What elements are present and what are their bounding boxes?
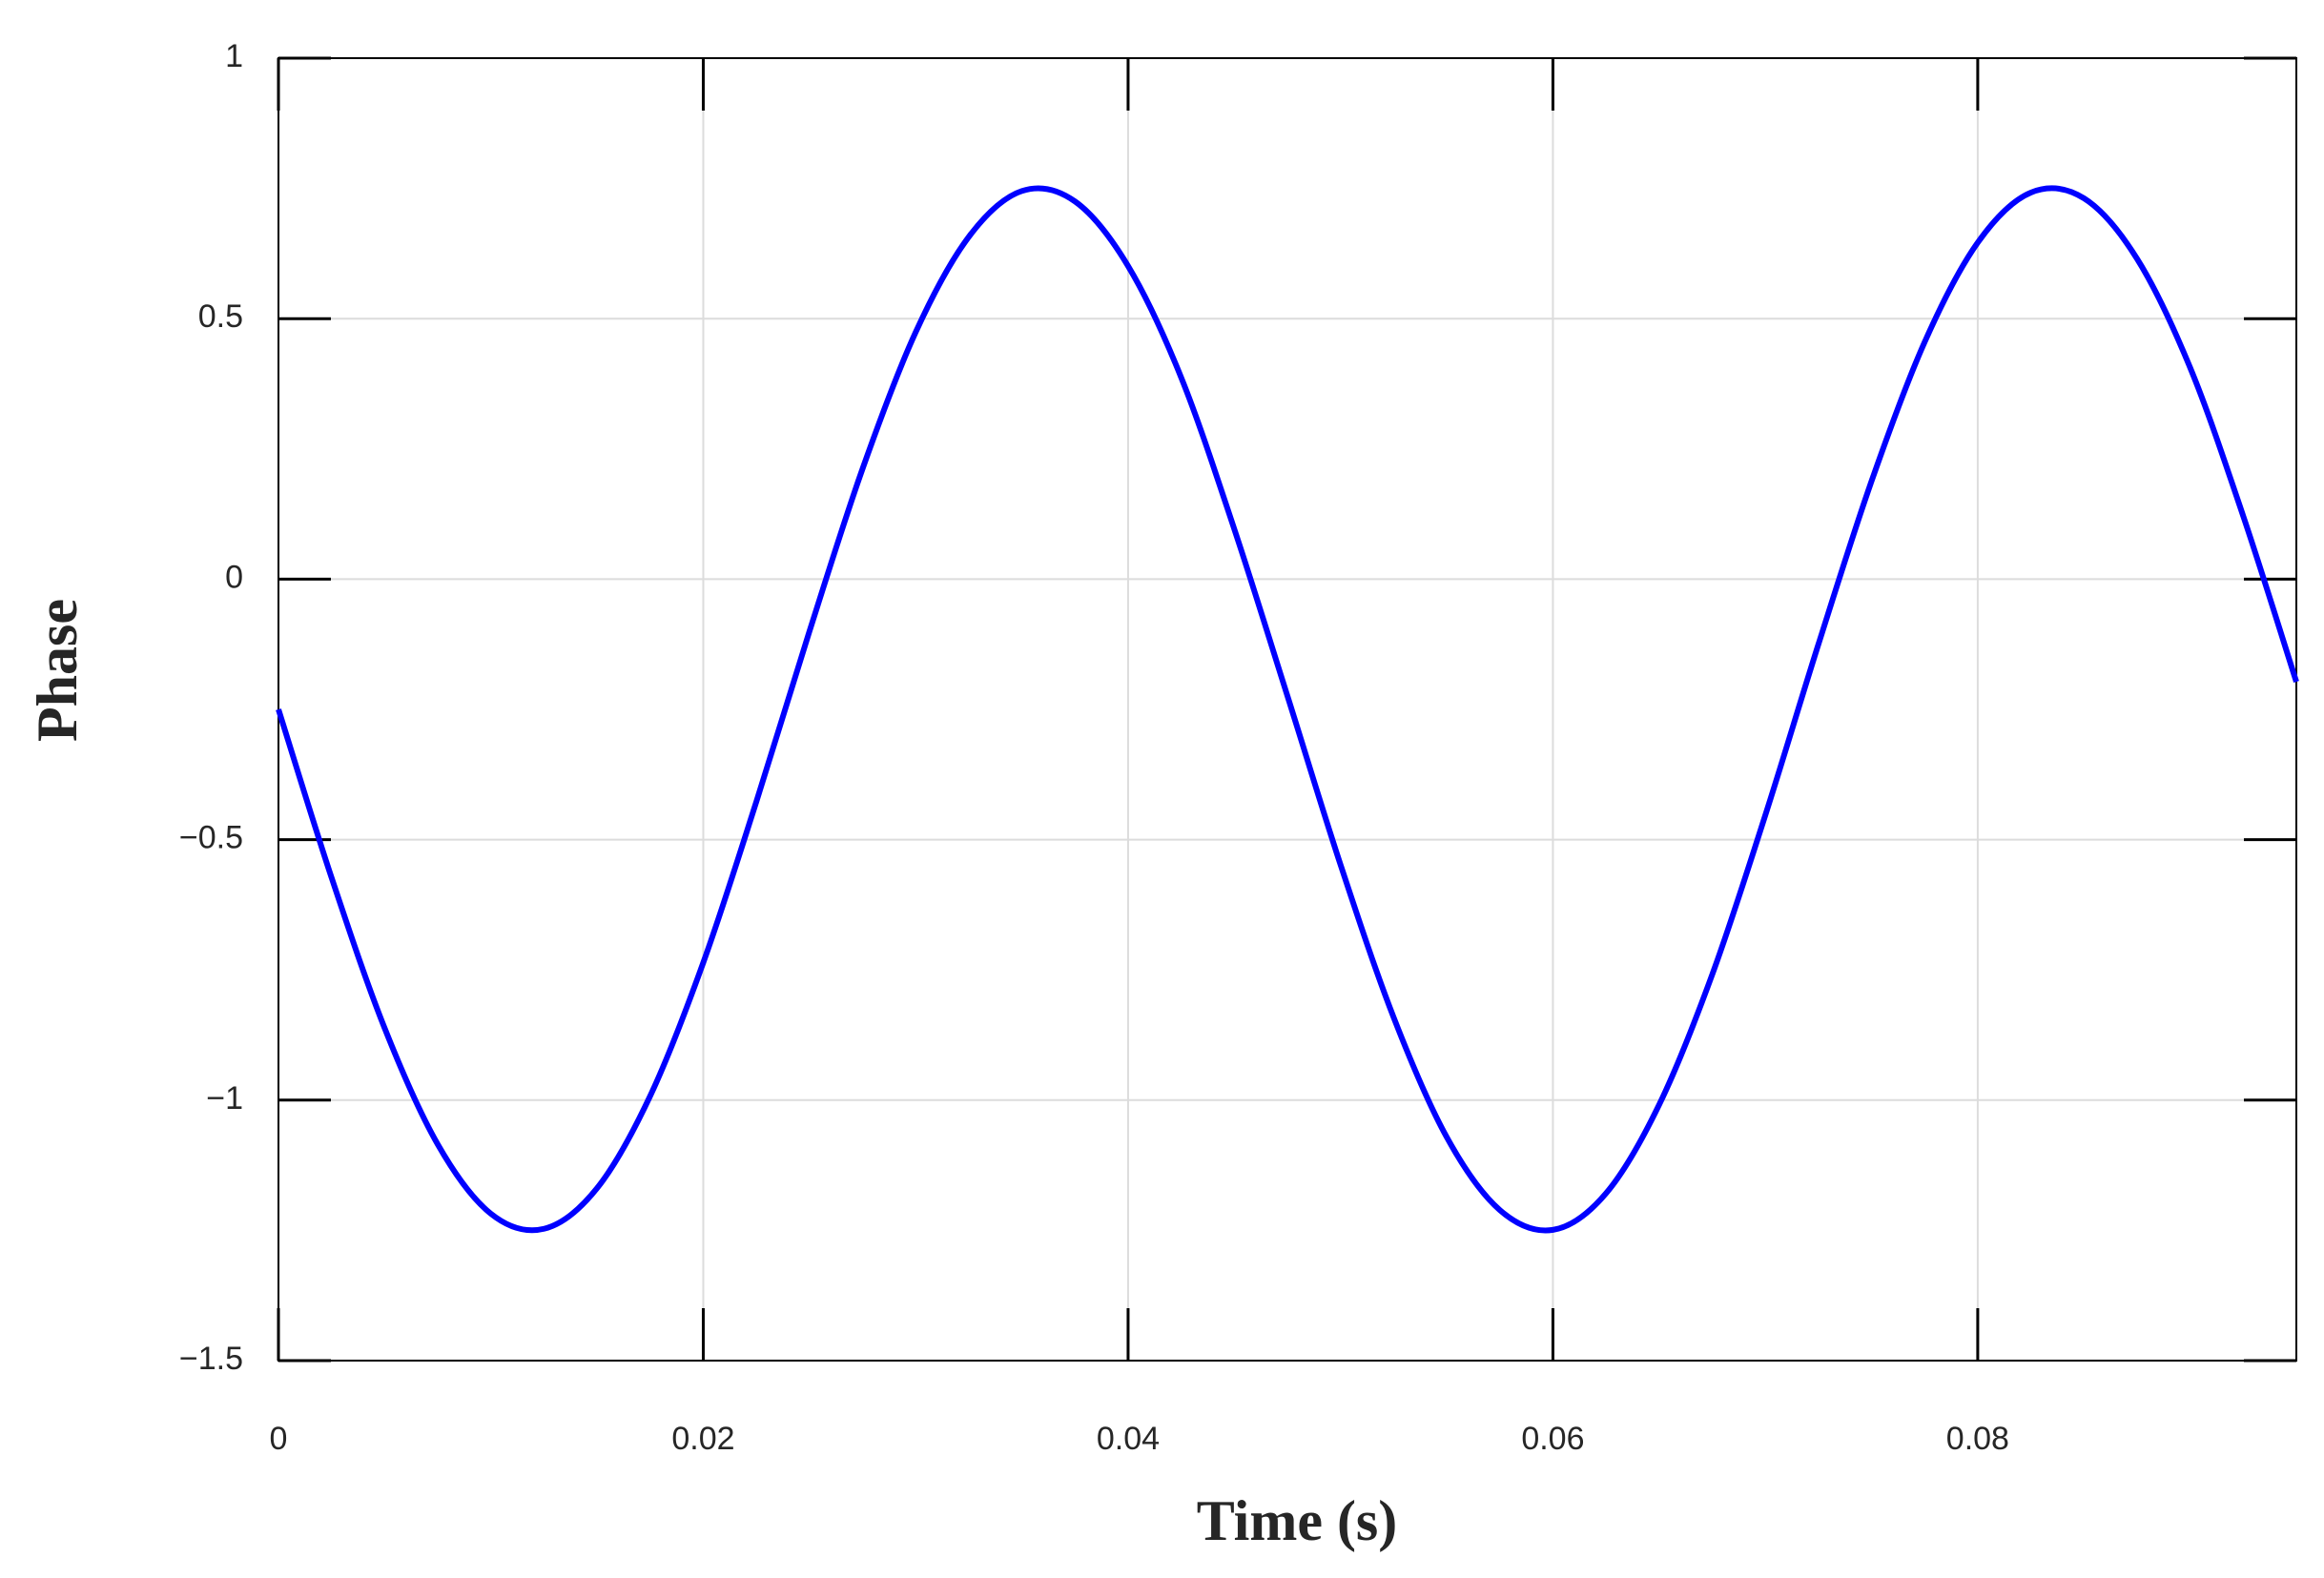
data-line bbox=[276, 185, 2299, 1234]
y-tick-label: 1 bbox=[225, 38, 243, 74]
y-tick-label: −1.5 bbox=[179, 1341, 243, 1377]
x-tick-label: 0.06 bbox=[1521, 1421, 1584, 1457]
y-axis-title: Phase bbox=[26, 599, 89, 742]
y-tick-label: 0 bbox=[225, 559, 243, 595]
x-tick-label: 0.02 bbox=[671, 1421, 734, 1457]
x-axis-title: Time (s) bbox=[1197, 1489, 1398, 1552]
x-tick-label: 0.08 bbox=[1946, 1421, 2009, 1457]
x-tick-label: 0.04 bbox=[1097, 1421, 1160, 1457]
x-tick-label: 0 bbox=[270, 1421, 288, 1457]
y-tick-label: 0.5 bbox=[198, 298, 243, 335]
y-tick-label: −0.5 bbox=[179, 820, 243, 856]
y-tick-label: −1 bbox=[206, 1080, 243, 1117]
plot-frame bbox=[278, 57, 2297, 1362]
